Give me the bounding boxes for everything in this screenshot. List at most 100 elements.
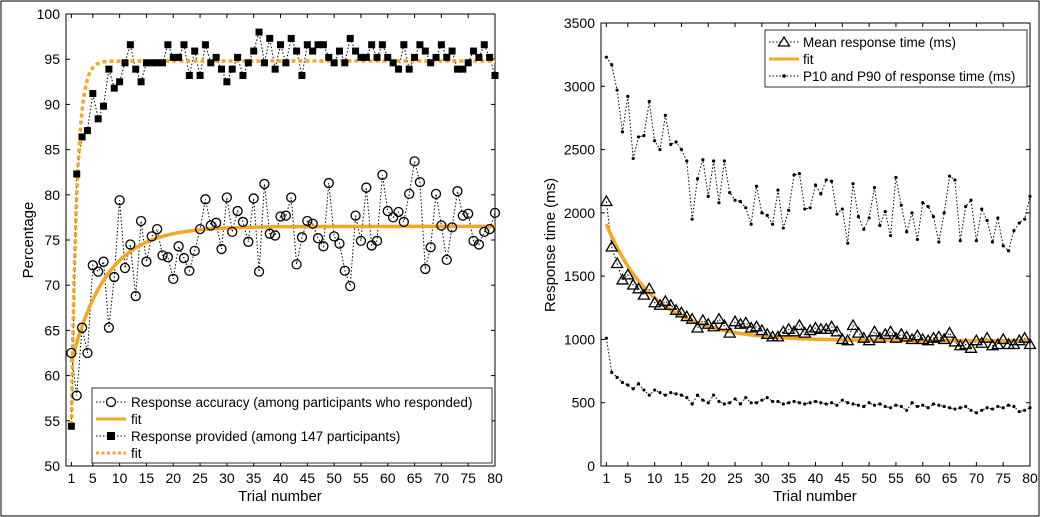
left-series-2-point [277,41,284,49]
right-series-2-point [615,88,619,92]
right-series-0-point [605,240,619,252]
right-series-2-lower-point [669,390,673,395]
right-series-2-point [872,185,877,190]
left-x-tick-label: 75 [460,470,476,486]
right-series-2-lower-point [980,408,984,412]
right-series-2-point [969,198,973,202]
left-series-2-point [405,65,413,73]
right-series-2-lower-point [754,401,759,405]
right-x-tick-label: 50 [861,470,877,486]
left-series-0-point [291,259,302,270]
left-series-0-point [345,280,356,292]
right-series-0-point [653,298,667,310]
right-series-2-point [626,94,630,99]
left-y-tick-label: 95 [44,51,60,67]
right-series-2-lower-point [663,393,667,397]
right-series-0-point [749,319,764,332]
right-series-0-point [910,328,925,341]
left-series-0-point [404,188,415,200]
left-x-tick-label: 80 [487,470,503,486]
right-series-2-lower-point [813,399,818,404]
left-series-2-point [341,59,349,67]
right-series-0-point [819,322,833,334]
right-series-2-lower-point [808,401,812,405]
right-series-0-point [690,321,705,333]
right-series-2-lower-point [926,406,930,410]
right-series-2-point [706,194,710,199]
right-series-0-point [932,330,946,342]
right-series-layer [599,55,1037,415]
left-series-2-point [255,28,263,36]
left-series-0-point [82,347,93,359]
right-series-2-point [658,147,662,152]
right-series-2-lower-point [787,401,791,405]
right-series-0-point [937,332,951,345]
left-series-0-point [328,231,340,242]
right-x-tick-label: 65 [942,470,958,486]
left-series-2-point [78,133,86,141]
left-series-2-point [148,59,156,67]
right-series-2-lower-point [733,397,737,401]
right-series-2-point [840,207,844,211]
right-series-0-point [964,341,978,353]
left-series-2-point [421,47,429,55]
right-series-2-lower-point [1001,406,1005,410]
right-series-2-point [733,198,737,202]
right-series-0-point [733,317,748,329]
left-series-2-point [432,53,440,61]
right-series-2-lower-point [840,398,844,402]
right-legend: Mean response time (ms) fit P10 and P90 … [764,29,1028,88]
right-series-2-lower-point [974,411,978,415]
legend-provided-label: Response provided (among 147 participant… [131,429,400,444]
right-x-tick-label: 70 [969,470,985,486]
left-y-tick-label: 90 [44,96,60,112]
right-series-0-point [637,288,651,300]
right-series-2-point [835,212,839,216]
right-x-tick-label: 40 [808,470,824,486]
left-y-axis-label: Percentage [20,202,37,279]
right-series-2-point [808,206,812,210]
right-series-2-point [915,237,919,242]
right-series-2-lower-point [856,403,861,407]
right-series-2-point [663,113,667,117]
right-series-2-lower-point [851,402,855,406]
right-series-0-point [626,278,640,290]
right-series-2-line [605,56,1031,252]
right-series-0-point [744,321,758,333]
right-series-2-lower-point [990,407,995,411]
right-series-2-lower-point [937,403,941,407]
legend-rt-fit-label: fit [803,52,814,67]
right-series-2-point [636,135,641,139]
left-legend: Response accuracy (among participants wh… [91,387,493,464]
left-series-2-point [110,84,118,92]
left-series-2-point [480,41,488,49]
right-series-2-lower-point [738,402,743,406]
left-series-0-point [130,290,141,302]
right-series-2-lower-point [883,404,887,409]
right-series-0-point [1023,337,1037,350]
right-series-0-point [953,338,967,351]
right-series-0-point [883,325,898,337]
left-series-0-point [350,210,361,221]
left-series-0-point [280,210,292,221]
right-series-2-point [964,204,968,209]
left-series-0-point [216,243,227,255]
left-series-0-point [210,217,222,228]
right-series-2-lower-point [647,393,651,397]
right-series-2-lower-point [712,393,716,397]
left-series-0-point [66,347,77,359]
right-series-2-point [996,216,1000,220]
right-x-tick-label: 55 [888,470,904,486]
right-series-2-point [674,140,678,144]
right-series-2-point [787,208,791,212]
left-series-2-point [486,53,494,61]
left-y-tick-label: 100 [37,6,61,22]
right-series-0-point [712,312,726,324]
right-series-2-lower-point [1006,403,1011,407]
legend-accuracy-marker [105,396,117,408]
left-series-2-point [271,65,279,73]
left-y-tick-label: 55 [44,413,60,429]
right-series-2-point [1001,244,1005,248]
left-y-tick-label: 70 [44,277,60,293]
